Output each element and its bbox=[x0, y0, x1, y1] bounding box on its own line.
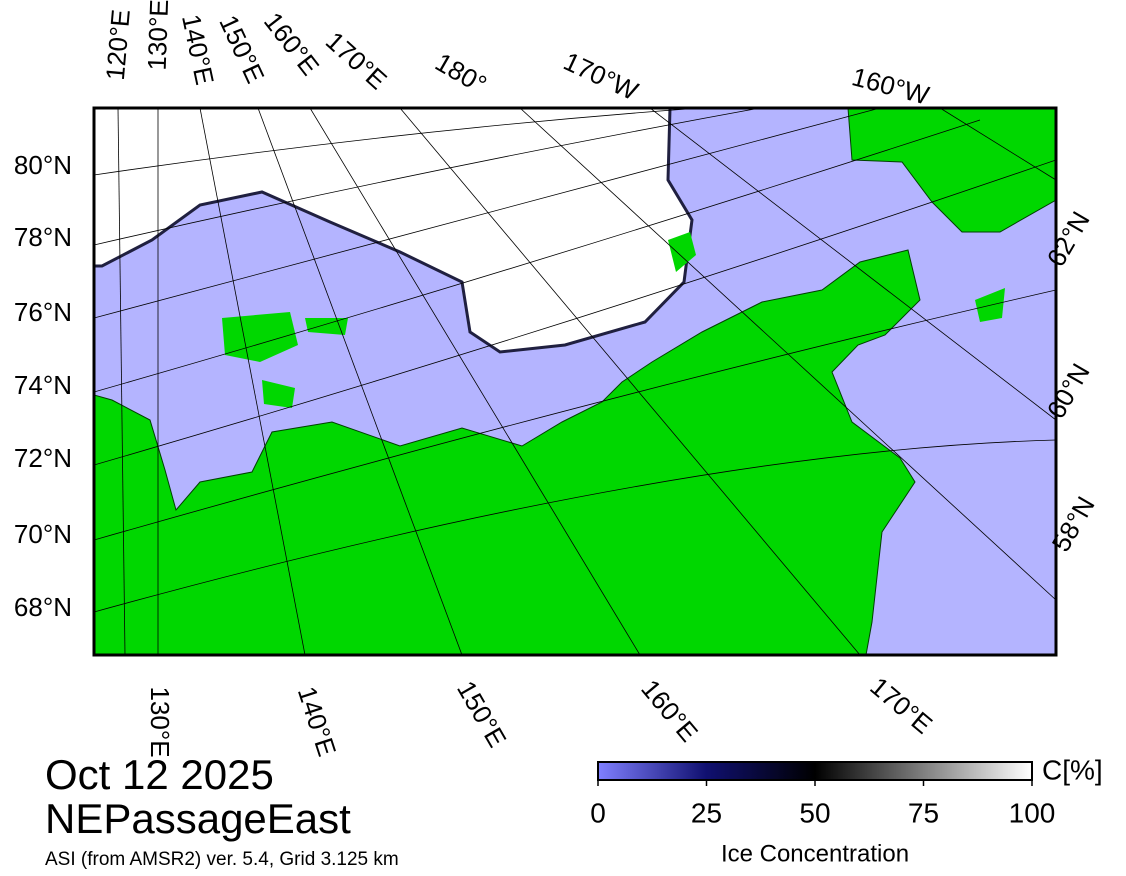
lon-label: 160°W bbox=[849, 61, 933, 110]
island bbox=[305, 318, 348, 335]
colorbar-unit: C[%] bbox=[1042, 754, 1103, 785]
lon-label: 140°E bbox=[292, 683, 343, 760]
lat-label: 76°N bbox=[14, 297, 72, 327]
date: Oct 12 2025 bbox=[45, 751, 274, 798]
lon-label: 170°E bbox=[320, 25, 393, 95]
lon-label: 160°E bbox=[635, 674, 704, 748]
lon-label: 130°E bbox=[145, 686, 175, 757]
lat-label: 70°N bbox=[14, 519, 72, 549]
land bbox=[94, 249, 921, 655]
lon-label: 170°W bbox=[559, 46, 643, 106]
colorbar-tick-label: 0 bbox=[590, 797, 606, 828]
colorbar-tick-label: 50 bbox=[799, 797, 830, 828]
map-frame bbox=[92, 106, 1058, 657]
lon-label: 180° bbox=[430, 47, 492, 100]
lat-label: 78°N bbox=[14, 222, 72, 252]
colorbar-tick-label: 25 bbox=[691, 797, 722, 828]
lon-label: 170°E bbox=[864, 671, 938, 740]
lat-label: 74°N bbox=[14, 370, 72, 400]
source: ASI (from AMSR2) ver. 5.4, Grid 3.125 km bbox=[45, 849, 399, 870]
wrangel-island bbox=[668, 232, 696, 272]
map bbox=[94, 108, 1056, 655]
lat-label: 80°N bbox=[14, 150, 72, 180]
colorbar-tick-label: 75 bbox=[908, 797, 939, 828]
island bbox=[262, 380, 295, 408]
lon-label: 130°E bbox=[142, 0, 174, 71]
colorbar-tick-label: 100 bbox=[1009, 797, 1056, 828]
graticule bbox=[94, 108, 1056, 655]
region: NEPassageEast bbox=[45, 795, 351, 842]
lon-label: 120°E bbox=[100, 8, 136, 81]
lon-label: 150°E bbox=[451, 676, 513, 753]
lat-label: 72°N bbox=[14, 443, 72, 473]
colorbar-label: Ice Concentration bbox=[721, 840, 909, 867]
lat-label: 68°N bbox=[14, 592, 72, 622]
colorbar bbox=[597, 761, 1033, 781]
alaska bbox=[847, 108, 1056, 233]
